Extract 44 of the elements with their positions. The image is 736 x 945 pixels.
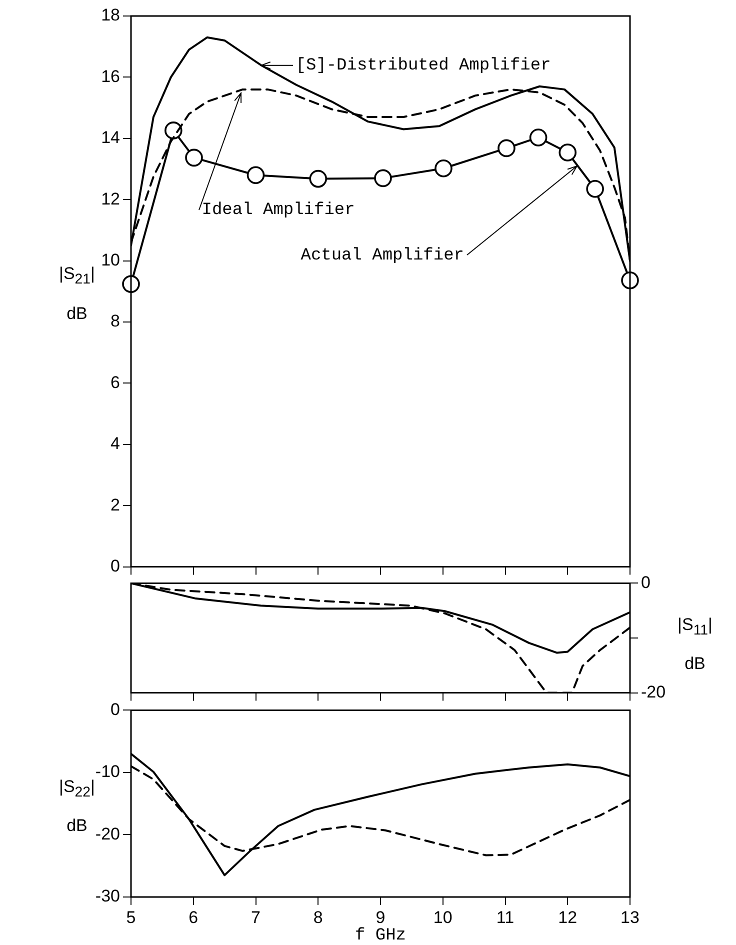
point — [586, 180, 604, 198]
text: |S$_{22}$| dB — [59, 776, 95, 835]
y-tick-label: 14 — [101, 128, 120, 148]
point — [185, 148, 203, 167]
point — [621, 271, 639, 290]
y-tick-label: 12 — [101, 189, 120, 208]
y-tick-label: 2 — [110, 495, 120, 514]
y-tick-label: 16 — [101, 66, 120, 86]
point — [246, 166, 265, 184]
point — [558, 144, 577, 162]
point — [164, 122, 182, 140]
y-tick-label: -30 — [95, 886, 120, 906]
y2-tick-label: -20 — [641, 682, 666, 702]
point — [122, 275, 140, 293]
x-tick-label: 6 — [188, 908, 198, 927]
text: |S$_{21}$| dB — [59, 264, 95, 323]
x-tick-label: 8 — [313, 908, 323, 927]
y-tick-label: 4 — [110, 434, 120, 454]
y-tick-label: 8 — [110, 312, 120, 331]
y-tick-label: 0 — [110, 556, 120, 576]
y-tick-label: 6 — [110, 372, 120, 392]
point — [434, 159, 452, 178]
x-tick-label: 5 — [126, 908, 136, 927]
point — [309, 170, 328, 188]
x-tick-label: 10 — [433, 908, 452, 927]
y-tick-label: 10 — [101, 250, 120, 270]
annotation: Ideal Amplifier — [202, 201, 355, 220]
x-tick-label: 11 — [496, 908, 514, 927]
text: |S$_{11}$| dB — [678, 615, 712, 674]
x-tick-label: 12 — [558, 908, 578, 927]
point — [498, 139, 516, 158]
x-tick-label: 9 — [376, 908, 386, 927]
point — [529, 128, 548, 146]
y-tick-label: -20 — [95, 824, 120, 844]
y2-tick-label: 0 — [641, 572, 650, 592]
x-tick-label: 13 — [620, 908, 640, 927]
annotation: Actual Amplifier — [300, 246, 464, 266]
x-tick-label: 7 — [251, 908, 260, 927]
y-tick-label: 0 — [110, 700, 120, 719]
x-axis-title: f GHz — [354, 926, 406, 945]
y-tick-label: 18 — [101, 6, 120, 25]
point — [374, 169, 392, 188]
annotation: [S]-Distributed Amplifier — [296, 56, 551, 76]
y-tick-label: -10 — [95, 762, 120, 782]
